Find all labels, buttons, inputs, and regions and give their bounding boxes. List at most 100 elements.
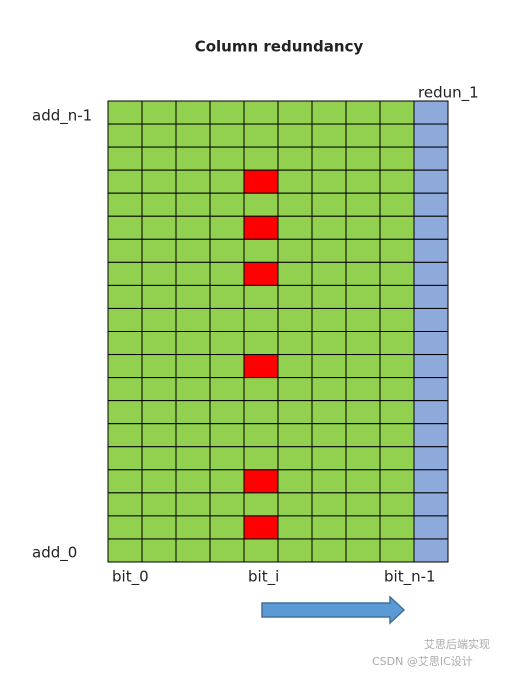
memory-cell: [413, 100, 449, 125]
memory-cell: [141, 446, 177, 471]
memory-cell: [277, 446, 313, 471]
memory-cell: [243, 492, 279, 517]
memory-cell: [413, 446, 449, 471]
memory-cell: [379, 331, 415, 356]
memory-cell: [311, 377, 347, 402]
memory-cell: [311, 354, 347, 379]
memory-cell: [209, 446, 245, 471]
memory-cell: [311, 515, 347, 540]
memory-cell: [277, 515, 313, 540]
top-address-label: add_n-1: [32, 107, 92, 126]
memory-cell: [107, 492, 143, 517]
memory-cell: [141, 238, 177, 263]
memory-cell: [107, 354, 143, 379]
memory-cell: [141, 400, 177, 425]
memory-cell: [175, 238, 211, 263]
memory-cell: [277, 331, 313, 356]
memory-cell: [107, 261, 143, 286]
memory-cell: [175, 169, 211, 194]
memory-cell: [209, 354, 245, 379]
memory-cell: [379, 284, 415, 309]
memory-cell: [311, 423, 347, 448]
memory-cell: [277, 284, 313, 309]
memory-cell: [243, 192, 279, 217]
memory-cell: [209, 215, 245, 240]
memory-cell: [107, 169, 143, 194]
memory-cell: [175, 423, 211, 448]
memory-cell: [243, 423, 279, 448]
memory-cell: [209, 123, 245, 148]
memory-cell: [107, 192, 143, 217]
memory-cell: [345, 284, 381, 309]
memory-cell: [379, 169, 415, 194]
memory-cell: [175, 377, 211, 402]
memory-cell: [379, 146, 415, 171]
memory-cell: [277, 400, 313, 425]
memory-cell: [379, 377, 415, 402]
memory-cell: [277, 469, 313, 494]
memory-cell: [175, 538, 211, 563]
memory-cell: [277, 238, 313, 263]
memory-cell: [345, 123, 381, 148]
memory-cell: [175, 284, 211, 309]
memory-cell: [413, 284, 449, 309]
memory-cell: [209, 423, 245, 448]
memory-cell: [311, 169, 347, 194]
memory-cell: [175, 331, 211, 356]
last-bit-label: bit_n-1: [384, 568, 436, 587]
memory-cell: [379, 423, 415, 448]
memory-cell: [345, 492, 381, 517]
memory-cell: [209, 331, 245, 356]
memory-cell: [243, 169, 279, 194]
memory-cell: [311, 400, 347, 425]
memory-cell: [141, 192, 177, 217]
memory-cell: [277, 354, 313, 379]
memory-cell: [243, 123, 279, 148]
memory-cell: [311, 492, 347, 517]
memory-cell: [209, 492, 245, 517]
memory-cell: [175, 146, 211, 171]
memory-cell: [209, 400, 245, 425]
memory-cell: [413, 307, 449, 333]
memory-cell: [345, 215, 381, 240]
memory-cell: [209, 100, 245, 125]
memory-cell: [175, 515, 211, 540]
memory-cell: [311, 192, 347, 217]
memory-cell: [311, 146, 347, 171]
memory-cell: [345, 238, 381, 263]
memory-cell: [107, 538, 143, 563]
memory-cell: [345, 354, 381, 379]
memory-cell: [277, 261, 313, 286]
memory-cell: [209, 469, 245, 494]
memory-cell: [107, 100, 143, 125]
memory-cell: [107, 446, 143, 471]
memory-cell: [311, 307, 347, 333]
memory-cell: [209, 192, 245, 217]
memory-cell: [413, 123, 449, 148]
memory-cell: [345, 446, 381, 471]
memory-cell: [413, 169, 449, 194]
memory-cell: [243, 446, 279, 471]
memory-cell: [243, 100, 279, 125]
memory-cell: [413, 146, 449, 171]
memory-cell: [345, 538, 381, 563]
memory-cell: [175, 307, 211, 333]
memory-cell: [141, 423, 177, 448]
memory-cell: [379, 538, 415, 563]
memory-cell: [311, 238, 347, 263]
first-bit-label: bit_0: [112, 568, 149, 587]
memory-cell: [107, 284, 143, 309]
memory-cell: [209, 169, 245, 194]
memory-cell: [107, 307, 143, 333]
watermark: 艾思后端实现: [424, 637, 490, 651]
memory-cell: [277, 538, 313, 563]
memory-cell: [243, 354, 279, 379]
memory-cell: [141, 331, 177, 356]
middle-bit-label: bit_i: [248, 568, 279, 587]
memory-cell: [311, 331, 347, 356]
memory-cell: [141, 469, 177, 494]
memory-cell: [141, 538, 177, 563]
memory-cell: [311, 123, 347, 148]
memory-cell: [379, 215, 415, 240]
